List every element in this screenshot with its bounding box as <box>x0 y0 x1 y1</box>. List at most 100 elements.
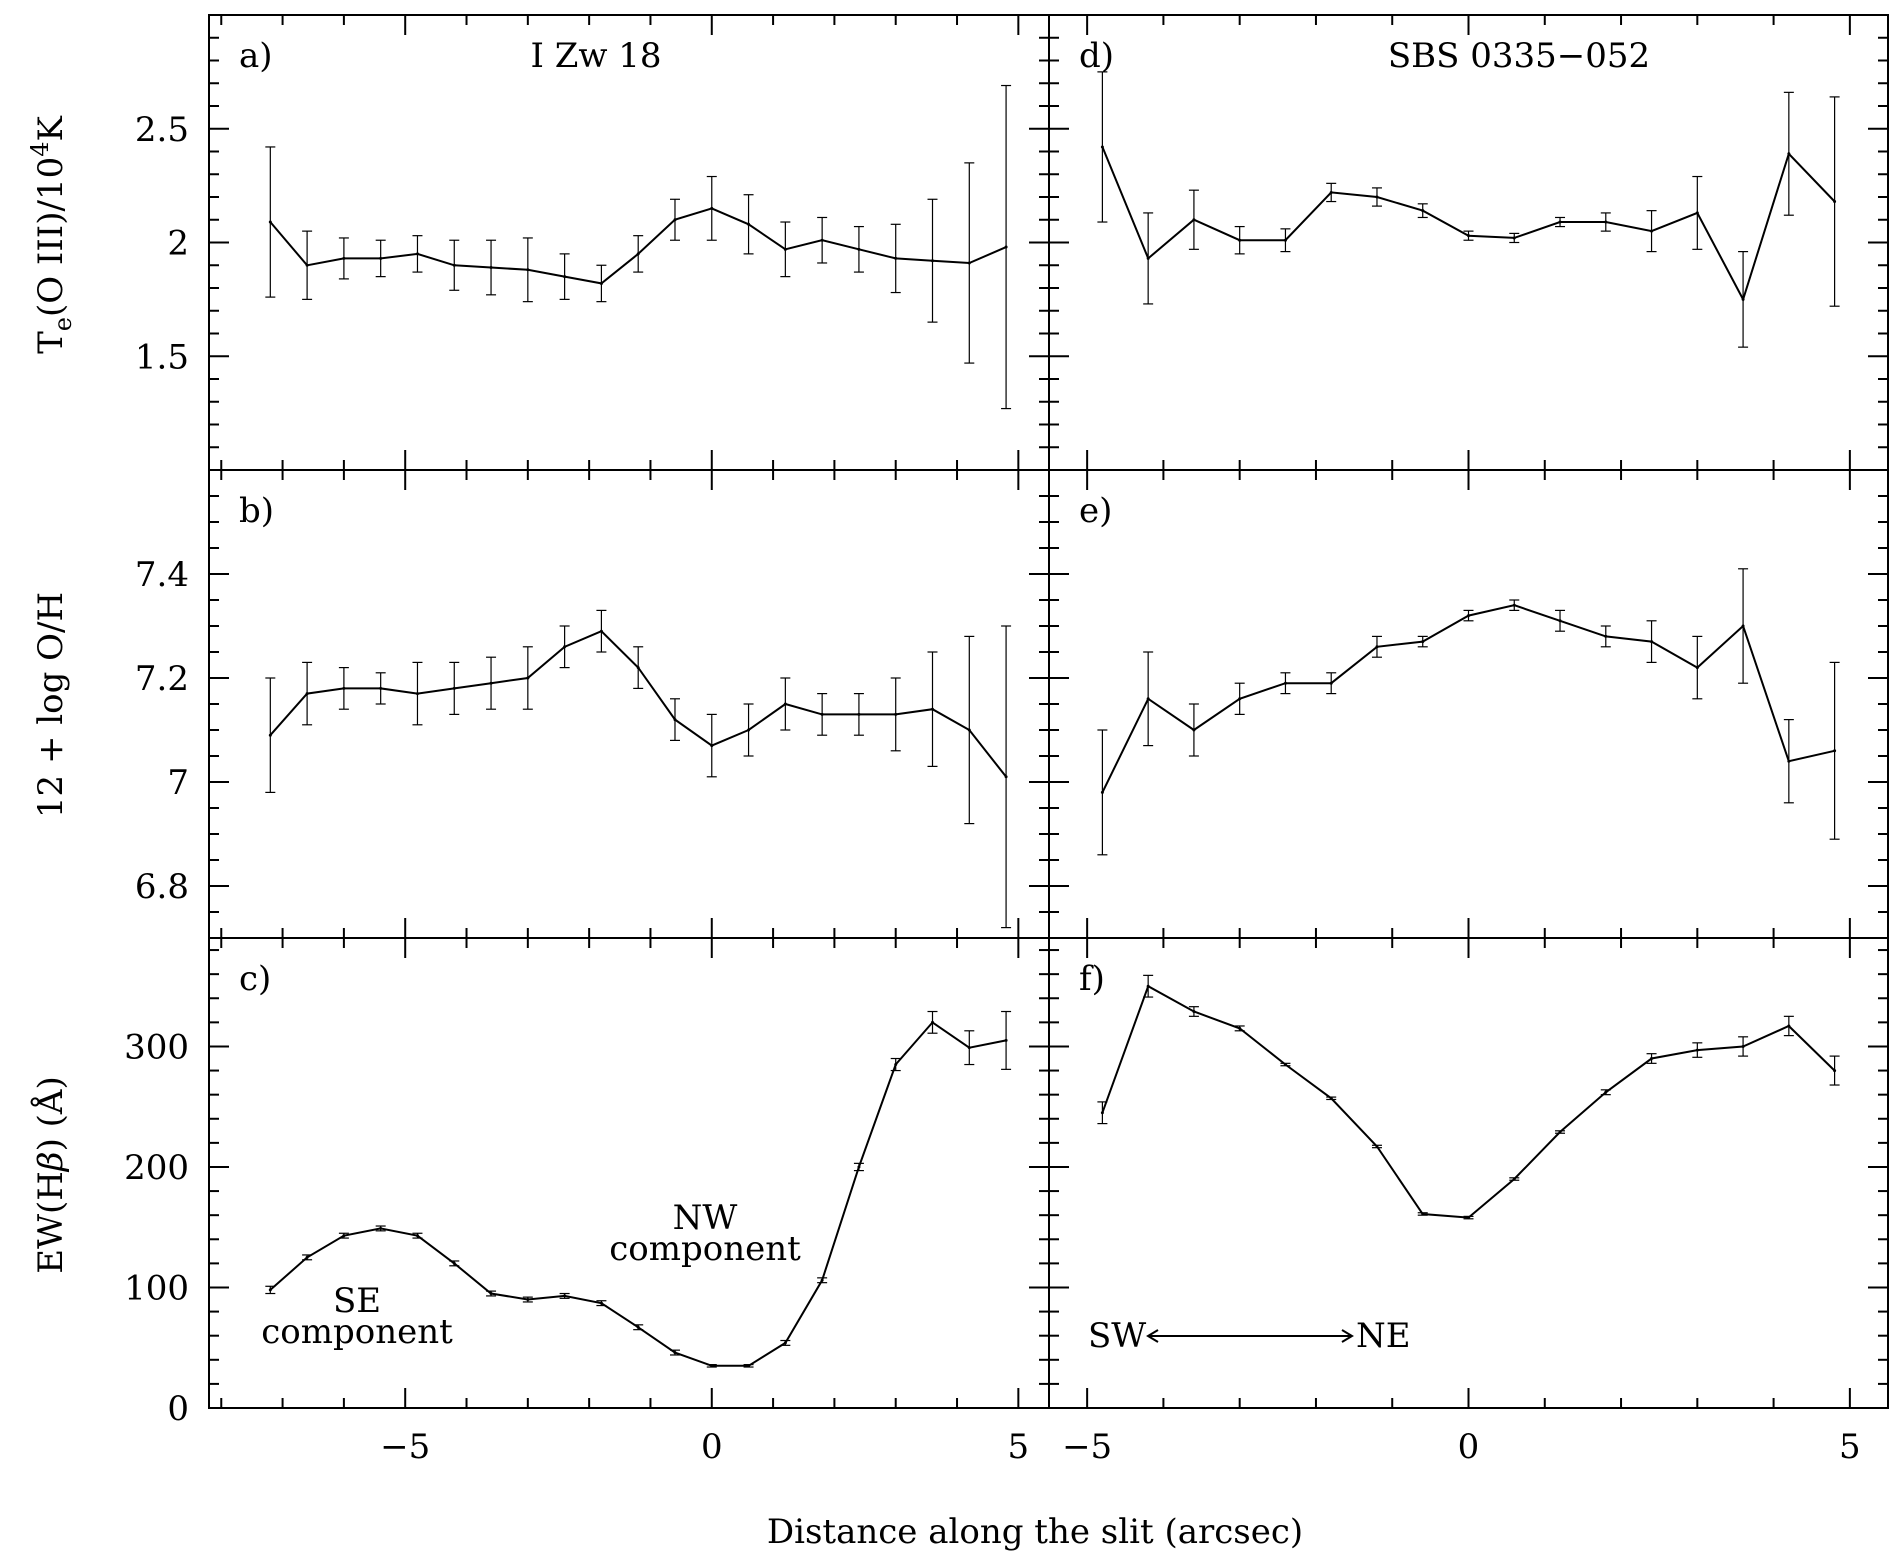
panel-b-point <box>931 707 935 711</box>
panel-a-point <box>599 281 603 285</box>
panel-c-ytick-label: 300 <box>124 1027 189 1067</box>
panel-b: 6.8 7 7.2 7.4 b) <box>135 469 1050 939</box>
panel-a-point <box>747 222 751 226</box>
panel-b-point <box>489 681 493 685</box>
panel-f-point <box>1375 1144 1379 1148</box>
panel-e-point <box>1512 603 1516 607</box>
panel-a-point <box>1004 245 1008 249</box>
ylabel-ew: EW(Hβ) (Å) <box>30 1076 71 1274</box>
panel-c-xtick-label: 0 <box>701 1427 723 1467</box>
panel-e-label: e) <box>1079 491 1112 531</box>
panel-c-point <box>894 1063 898 1067</box>
panel-c-ytick-label: 0 <box>167 1389 189 1429</box>
panel-d-label: d) <box>1079 36 1114 76</box>
panel-c-point <box>563 1294 567 1298</box>
panel-a-ytick-label: 2.5 <box>135 110 189 150</box>
panel-d-point <box>1741 297 1745 301</box>
panel-f-point <box>1558 1130 1562 1134</box>
panel-f-point <box>1467 1216 1470 1220</box>
panel-b-ytick-label: 6.8 <box>135 867 189 907</box>
ylabel-te-post: K <box>31 116 71 142</box>
ylabel-oh: 12 + log O/H <box>31 592 71 818</box>
panel-c-point <box>783 1341 787 1345</box>
panel-f-xtick-label: −5 <box>1062 1427 1112 1467</box>
panel-d-point <box>1100 145 1104 149</box>
panel-f-point <box>1741 1044 1745 1048</box>
panel-b-point <box>747 728 751 732</box>
panel-b-point <box>268 733 272 737</box>
panel-b-point <box>710 744 714 748</box>
panel-f-point <box>1192 1010 1196 1014</box>
panel-f-label: f) <box>1079 959 1105 999</box>
ylabel-ew-greek: β <box>31 1151 71 1173</box>
panel-f-point <box>1787 1024 1791 1028</box>
panel-a-point <box>489 266 493 270</box>
direction-arrow-right-head <box>1341 1329 1354 1343</box>
ylabel-te-sup: 4 <box>26 142 54 157</box>
annotation-se-line2: component <box>261 1312 453 1352</box>
panel-e-point <box>1238 697 1242 701</box>
panel-b-point <box>636 666 640 670</box>
panel-b-point <box>857 712 861 716</box>
panel-b-point <box>1004 775 1008 779</box>
panel-d-series-line <box>1101 146 1836 302</box>
panel-d-point <box>1375 195 1379 199</box>
panel-a-point <box>526 268 530 272</box>
panel-c-point <box>1004 1038 1008 1042</box>
panel-b-ytick-label: 7 <box>167 763 189 803</box>
panel-a-point <box>857 247 861 251</box>
annotation-nw-line2: component <box>609 1229 801 1269</box>
panel-b-point <box>599 629 603 633</box>
ylabel-te: Te(O III)/104K <box>26 116 77 354</box>
panel-e-point <box>1192 728 1196 732</box>
panel-c-point <box>820 1278 824 1282</box>
panel-a-label: a) <box>239 36 273 76</box>
panel-a: 1.5 2 2.5 a) I Zw 18 <box>135 14 1050 471</box>
panel-e-frame <box>1048 469 1889 939</box>
panel-b-point <box>415 692 419 696</box>
panel-d-point <box>1604 220 1608 224</box>
panel-b-point <box>452 686 456 690</box>
panel-f-point <box>1146 984 1150 988</box>
panel-e: e) <box>1048 469 1889 939</box>
panel-c-ytick-label: 100 <box>124 1268 189 1308</box>
panel-a-point <box>415 252 419 256</box>
panel-f-point <box>1421 1212 1425 1216</box>
xlabel: Distance along the slit (arcsec) <box>767 1512 1303 1552</box>
panel-c-point <box>452 1261 456 1265</box>
ylabel-te-pre: T <box>31 331 71 354</box>
panel-b-point <box>894 712 898 716</box>
panel-c-point <box>967 1046 971 1050</box>
panel-a-frame <box>208 14 1050 471</box>
panel-d-frame <box>1048 14 1889 471</box>
panel-a-point <box>268 220 272 224</box>
panel-d-point <box>1512 236 1516 240</box>
panel-e-point <box>1100 790 1104 794</box>
panel-b-ytick-label: 7.4 <box>135 555 189 595</box>
panel-a-point <box>894 256 898 260</box>
panel-c-point <box>673 1351 677 1355</box>
panel-f-point <box>1100 1111 1104 1115</box>
annotation-nw-line1: NW <box>673 1198 738 1238</box>
panel-b-point <box>379 686 383 690</box>
panel-c: 0 100 200 300 −5 0 5 c) <box>124 937 1050 1467</box>
panel-c-point <box>710 1364 714 1368</box>
panel-e-point <box>1283 681 1287 685</box>
panel-a-point <box>452 263 456 267</box>
panel-b-frame <box>208 469 1050 939</box>
panel-e-point <box>1375 645 1379 649</box>
panel-c-point <box>268 1288 272 1292</box>
panel-b-point <box>820 712 824 716</box>
ylabel-ew-post: ) (Å) <box>30 1076 71 1151</box>
panel-e-point <box>1650 640 1654 644</box>
panel-a-ytick-label: 1.5 <box>135 337 189 377</box>
panel-f-point <box>1604 1090 1608 1094</box>
panel-f-xtick-label: 0 <box>1458 1427 1480 1467</box>
panel-d-point <box>1283 238 1287 242</box>
panel-b-point <box>563 645 567 649</box>
ylabel-te-sub: e <box>49 317 77 331</box>
panel-e-point <box>1146 697 1150 701</box>
panel-c-point <box>526 1298 530 1302</box>
panel-a-point <box>563 275 567 279</box>
